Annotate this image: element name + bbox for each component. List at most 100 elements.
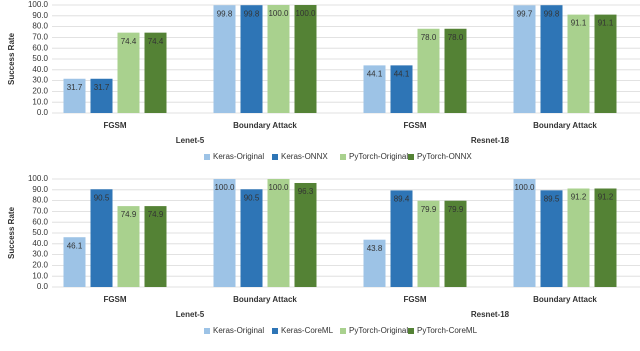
legend-label: PyTorch-Original (349, 152, 408, 161)
bar (294, 182, 317, 287)
value-label: 44.1 (367, 69, 383, 78)
group-label: Resnet-18 (471, 136, 510, 145)
bar (240, 189, 263, 287)
value-label: 91.2 (598, 193, 614, 202)
value-label: 43.8 (367, 244, 383, 253)
legend-swatch (204, 328, 210, 334)
bar (213, 179, 236, 287)
bar (540, 190, 563, 287)
x-tick-label: Boundary Attack (533, 295, 597, 304)
y-tick-label: 40.0 (32, 65, 48, 74)
y-tick-label: 70.0 (32, 207, 48, 216)
y-tick-label: 60.0 (32, 43, 48, 52)
value-label: 90.5 (244, 193, 260, 202)
x-tick-label: Boundary Attack (233, 121, 297, 130)
value-label: 78.0 (448, 33, 464, 42)
value-label: 91.2 (571, 193, 587, 202)
group-label: Lenet-5 (176, 310, 205, 319)
bar (444, 28, 467, 113)
value-label: 89.4 (394, 195, 410, 204)
bar (267, 179, 290, 287)
legend-label: PyTorch-Original (349, 326, 408, 335)
y-tick-label: 20.0 (32, 87, 48, 96)
value-label: 74.9 (121, 210, 137, 219)
legend-swatch (272, 154, 278, 160)
y-tick-label: 40.0 (32, 239, 48, 248)
bar (213, 5, 236, 113)
group-label: Lenet-5 (176, 136, 205, 145)
bar (117, 206, 140, 287)
value-label: 74.4 (148, 37, 164, 46)
y-tick-label: 60.0 (32, 217, 48, 226)
value-label: 100.0 (268, 183, 289, 192)
y-tick-label: 50.0 (32, 54, 48, 63)
x-tick-label: FGSM (103, 121, 126, 130)
value-label: 90.5 (94, 193, 110, 202)
bar (417, 200, 440, 287)
value-label: 46.1 (67, 241, 83, 250)
y-tick-label: 30.0 (32, 250, 48, 259)
legend-swatch (272, 328, 278, 334)
value-label: 79.9 (448, 205, 464, 214)
y-tick-label: 100.0 (28, 174, 49, 183)
bar (444, 200, 467, 287)
legend-label: Keras-CoreML (281, 326, 334, 335)
x-tick-label: FGSM (403, 121, 426, 130)
bar (594, 14, 617, 114)
x-tick-label: Boundary Attack (533, 121, 597, 130)
bar (567, 14, 590, 114)
y-tick-label: 70.0 (32, 33, 48, 42)
y-tick-label: 30.0 (32, 76, 48, 85)
y-axis-label: Success Rate (7, 206, 16, 259)
legend-swatch (204, 154, 210, 160)
y-tick-label: 20.0 (32, 261, 48, 270)
value-label: 100.0 (268, 9, 289, 18)
y-tick-label: 90.0 (32, 11, 48, 20)
value-label: 78.0 (421, 33, 437, 42)
value-label: 91.1 (571, 19, 587, 28)
y-tick-label: 0.0 (37, 108, 49, 117)
bar (390, 65, 413, 113)
bar (567, 188, 590, 287)
bar (240, 5, 263, 113)
group-label: Resnet-18 (471, 310, 510, 319)
legend-label: PyTorch-CoreML (417, 326, 478, 335)
bar (513, 5, 536, 114)
legend-label: Keras-ONNX (281, 152, 328, 161)
x-tick-label: FGSM (403, 295, 426, 304)
value-label: 89.5 (544, 194, 560, 203)
y-tick-label: 0.0 (37, 282, 49, 291)
bar (513, 179, 536, 287)
y-tick-label: 10.0 (32, 97, 48, 106)
value-label: 100.0 (214, 183, 235, 192)
value-label: 91.1 (598, 19, 614, 28)
bar (417, 28, 440, 113)
bar (144, 32, 167, 114)
value-label: 99.8 (544, 9, 560, 18)
bar (294, 5, 317, 113)
bar (144, 206, 167, 287)
y-tick-label: 80.0 (32, 22, 48, 31)
value-label: 99.8 (217, 9, 233, 18)
y-tick-label: 100.0 (28, 0, 49, 9)
x-tick-label: Boundary Attack (233, 295, 297, 304)
bar (90, 78, 113, 113)
bar (540, 5, 563, 113)
legend-label: Keras-Original (213, 326, 264, 335)
legend-swatch (408, 154, 414, 160)
bar (390, 190, 413, 287)
y-tick-label: 10.0 (32, 271, 48, 280)
y-tick-label: 50.0 (32, 228, 48, 237)
value-label: 96.3 (298, 187, 314, 196)
x-tick-label: FGSM (103, 295, 126, 304)
value-label: 99.7 (517, 9, 533, 18)
value-label: 74.4 (121, 37, 137, 46)
value-label: 31.7 (67, 83, 83, 92)
value-label: 100.0 (295, 9, 316, 18)
legend-label: PyTorch-ONNX (417, 152, 472, 161)
legend-swatch (340, 328, 346, 334)
bar (363, 239, 386, 287)
bar (363, 65, 386, 113)
value-label: 31.7 (94, 83, 110, 92)
